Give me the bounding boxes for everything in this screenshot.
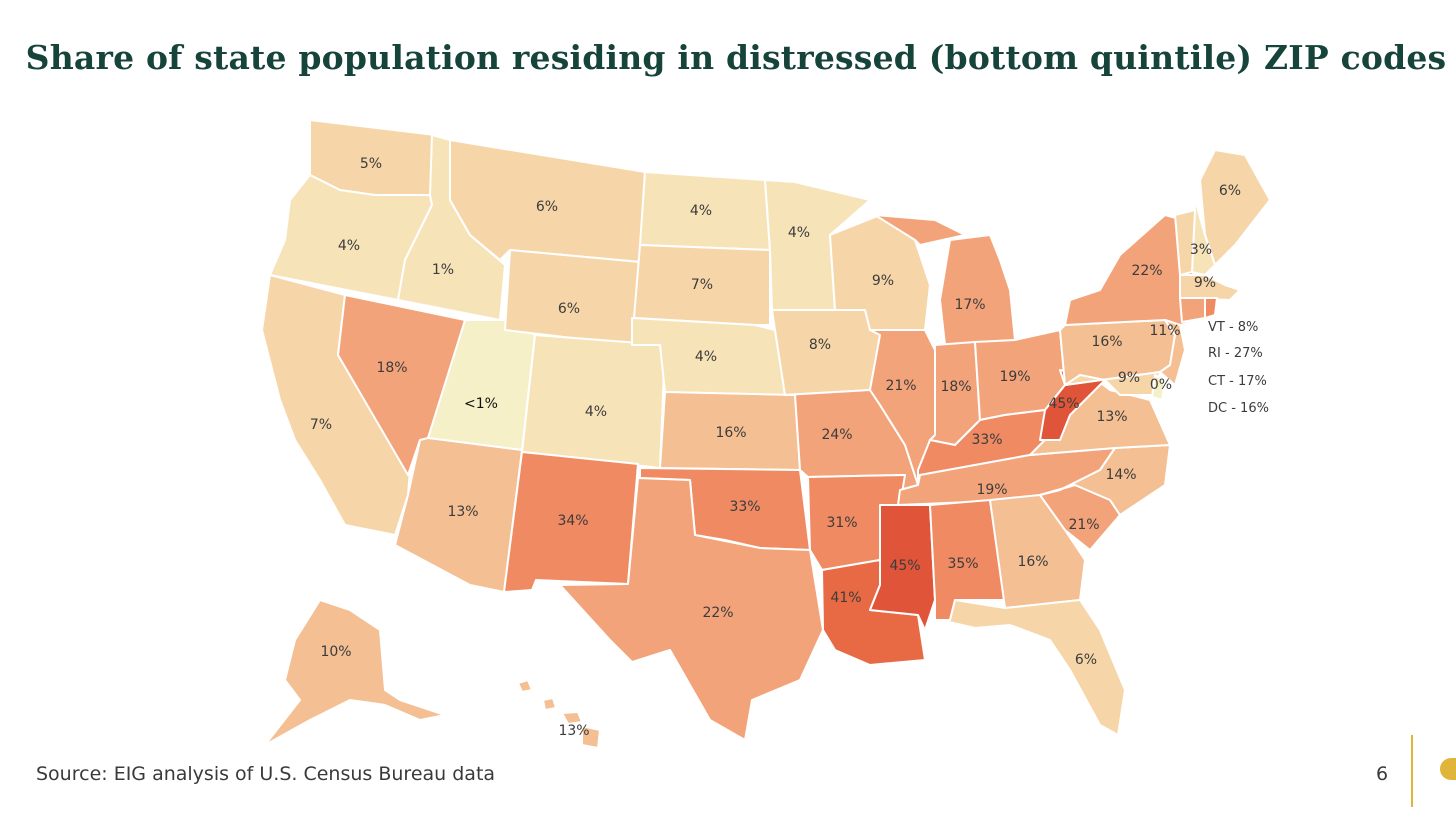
state-label-ia: 8% xyxy=(809,337,831,353)
state-label-az: 13% xyxy=(447,504,478,520)
state-co xyxy=(521,334,666,469)
state-label-oh: 19% xyxy=(999,369,1030,385)
source-note: Source: EIG analysis of U.S. Census Bure… xyxy=(36,763,496,785)
state-nm xyxy=(503,451,639,593)
state-label-wa: 5% xyxy=(360,156,382,172)
state-label-nj: 11% xyxy=(1149,323,1180,339)
state-ct xyxy=(1179,297,1206,323)
state-label-il: 21% xyxy=(885,378,916,394)
state-wv xyxy=(1039,369,1106,441)
state-label-ok: 33% xyxy=(729,499,760,515)
state-label-tn: 19% xyxy=(976,482,1007,498)
state-label-or: 4% xyxy=(338,238,360,254)
state-label-ne: 4% xyxy=(695,349,717,365)
state-label-in: 18% xyxy=(940,379,971,395)
state-nj xyxy=(1159,319,1186,386)
state-label-nd: 4% xyxy=(690,203,712,219)
state-label-ak: 10% xyxy=(320,644,351,660)
state-label-nv: 18% xyxy=(376,360,407,376)
state-label-ca: 7% xyxy=(310,417,332,433)
state-label-hi: 13% xyxy=(558,723,589,739)
accent-divider xyxy=(1411,735,1413,807)
state-fl xyxy=(939,599,1126,736)
state-hi xyxy=(517,679,601,749)
state-label-mn: 4% xyxy=(788,225,810,241)
state-label-me: 6% xyxy=(1219,183,1241,199)
side-note-2: CT - 17% xyxy=(1208,374,1267,389)
state-label-co: 4% xyxy=(585,404,607,420)
state-label-sd: 7% xyxy=(691,277,713,293)
state-wy xyxy=(504,249,641,346)
state-label-pa: 16% xyxy=(1091,334,1122,350)
state-label-id: 1% xyxy=(432,262,454,278)
state-label-tx: 22% xyxy=(702,605,733,621)
state-label-nh: 3% xyxy=(1190,242,1212,258)
state-de xyxy=(1151,374,1166,401)
side-note-3: DC - 16% xyxy=(1208,401,1269,416)
state-vt xyxy=(1174,209,1196,276)
state-sd xyxy=(633,244,771,326)
page-number: 6 xyxy=(1376,763,1389,785)
state-label-fl: 6% xyxy=(1075,652,1097,668)
state-label-ga: 16% xyxy=(1017,554,1048,570)
page-title: Share of state population residing in di… xyxy=(25,38,1447,77)
state-label-wv: 45% xyxy=(1048,396,1079,412)
state-label-mt: 6% xyxy=(536,199,558,215)
state-md xyxy=(1064,371,1161,396)
state-il xyxy=(869,329,936,486)
state-ak xyxy=(264,599,446,746)
state-label-ks: 16% xyxy=(715,425,746,441)
state-label-wy: 6% xyxy=(558,301,580,317)
state-label-ms: 45% xyxy=(889,558,920,574)
state-label-al: 35% xyxy=(947,556,978,572)
state-label-ny: 22% xyxy=(1131,263,1162,279)
state-label-ma: 9% xyxy=(1194,275,1216,291)
state-label-mi: 17% xyxy=(954,297,985,313)
state-label-la: 41% xyxy=(830,590,861,606)
state-label-ky: 33% xyxy=(971,432,1002,448)
state-label-ut: <1% xyxy=(464,396,498,412)
state-label-wi: 9% xyxy=(872,273,894,289)
side-note-1: RI - 27% xyxy=(1208,346,1263,361)
state-label-ar: 31% xyxy=(826,515,857,531)
state-ri xyxy=(1204,297,1218,319)
logo-mark xyxy=(1440,758,1456,780)
state-label-mo: 24% xyxy=(821,427,852,443)
state-label-md: 9% xyxy=(1118,370,1140,386)
state-label-nm: 34% xyxy=(557,513,588,529)
state-tx xyxy=(559,477,824,741)
state-label-de: 0% xyxy=(1150,377,1172,393)
state-nc xyxy=(1039,444,1171,516)
state-label-va: 13% xyxy=(1096,409,1127,425)
state-label-nc: 14% xyxy=(1105,467,1136,483)
side-note-0: VT - 8% xyxy=(1208,320,1258,335)
state-label-sc: 21% xyxy=(1068,517,1099,533)
state-mi xyxy=(874,214,1016,346)
